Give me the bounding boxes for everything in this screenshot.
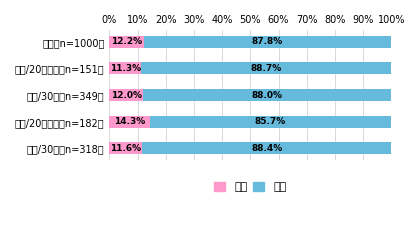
Text: 88.4%: 88.4% [251,144,282,153]
Bar [110,62,141,74]
Text: 11.6%: 11.6% [110,144,142,153]
Text: 11.3%: 11.3% [110,64,141,73]
Legend: ある, ない: ある, ない [210,177,291,197]
Text: 88.7%: 88.7% [251,64,282,73]
Bar [142,142,391,154]
Text: 12.0%: 12.0% [111,90,142,100]
Bar [110,36,144,48]
Text: 87.8%: 87.8% [252,37,283,46]
Bar [141,62,391,74]
Bar [150,116,391,128]
Text: 88.0%: 88.0% [252,90,283,100]
Bar [110,116,150,128]
Bar [143,89,391,101]
Bar [110,142,142,154]
Text: 12.2%: 12.2% [111,37,142,46]
Bar [144,36,391,48]
Bar [110,89,143,101]
Text: 14.3%: 14.3% [114,117,145,126]
Text: 85.7%: 85.7% [255,117,286,126]
